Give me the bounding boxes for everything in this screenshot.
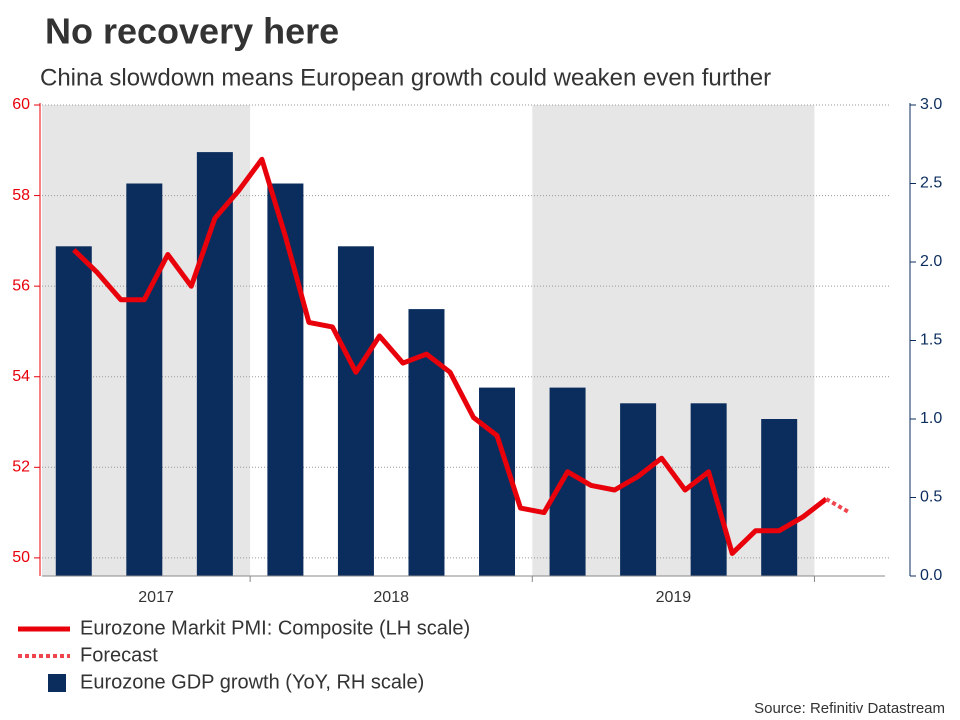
bar (549, 387, 586, 576)
y2-tick-label: 0.5 (920, 489, 942, 506)
y-tick-label: 50 (12, 549, 30, 566)
chart-subtitle: China slowdown means European growth cou… (40, 64, 771, 91)
y-tick-label: 58 (12, 187, 30, 204)
source-note: Source: Refinitiv Datastream (754, 700, 945, 717)
y-tick-label: 56 (12, 277, 30, 294)
y2-tick-label: 2.0 (920, 253, 942, 270)
bar (337, 246, 374, 577)
y2-tick-label: 3.0 (920, 96, 942, 113)
axes: 50 52 54 56 58 60 0.0 0.5 1.0 1.5 2.0 2.5 3.0 2017 201… (12, 96, 942, 606)
y-tick-label: 52 (12, 459, 30, 476)
bar (761, 419, 798, 576)
grid (42, 104, 890, 559)
x-tick-label: 2019 (656, 589, 692, 606)
line (825, 497, 851, 515)
bar (690, 403, 727, 576)
y2-tick-label: 1.5 (920, 332, 942, 349)
y2-tick-label: 1.0 (920, 410, 942, 427)
y-tick-label: 54 (12, 368, 30, 385)
chart-title: No recovery here (45, 11, 339, 52)
bar (267, 183, 304, 576)
line (72, 156, 828, 556)
data-marks (55, 152, 851, 577)
legend-swatch (48, 674, 66, 692)
bar (479, 387, 516, 576)
legend-label: Eurozone Markit PMI: Composite (LH scale… (80, 617, 470, 639)
y-tick-label: 60 (12, 96, 30, 113)
legend: Eurozone Markit PMI: Composite (LH scale… (18, 617, 470, 693)
bar (620, 403, 657, 576)
bar (55, 246, 92, 577)
x-tick-label: 2018 (373, 589, 409, 606)
x-tick-label: 2017 (138, 589, 174, 606)
y2-tick-label: 0.0 (920, 567, 942, 584)
legend-label: Eurozone GDP growth (YoY, RH scale) (80, 671, 424, 693)
y2-tick-label: 2.5 (920, 175, 942, 192)
bar (408, 309, 445, 576)
bar (126, 183, 163, 576)
legend-label: Forecast (80, 644, 158, 666)
